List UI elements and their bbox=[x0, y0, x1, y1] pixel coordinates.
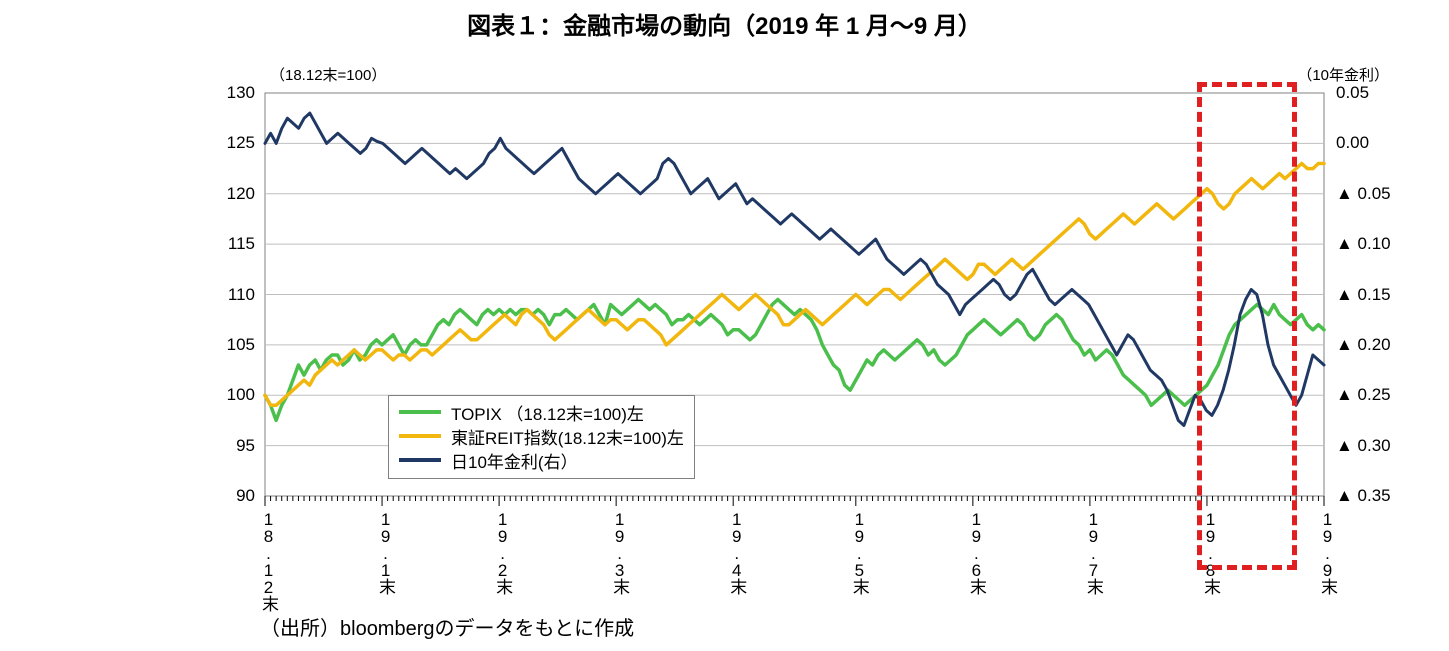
y-left-tick: 90 bbox=[210, 486, 255, 506]
x-tick: 19.2末 bbox=[490, 510, 515, 593]
x-tick: 19.6末 bbox=[964, 510, 989, 593]
x-tick: 19.3末 bbox=[607, 510, 632, 593]
y-right-tick: ▲ 0.30 bbox=[1336, 436, 1391, 456]
y-left-tick: 115 bbox=[210, 234, 255, 254]
y-left-tick: 105 bbox=[210, 335, 255, 355]
y-right-tick: ▲ 0.15 bbox=[1336, 285, 1391, 305]
legend-item: 日10年金利(右） bbox=[399, 448, 684, 472]
legend-label: 日10年金利(右） bbox=[451, 448, 578, 473]
y-right-tick: ▲ 0.10 bbox=[1336, 234, 1391, 254]
y-right-tick: ▲ 0.05 bbox=[1336, 184, 1391, 204]
legend-swatch bbox=[399, 434, 441, 438]
x-tick: 19.5末 bbox=[847, 510, 872, 593]
y-right-tick: 0.05 bbox=[1336, 83, 1369, 103]
legend-label: TOPIX （18.12末=100)左 bbox=[451, 400, 644, 425]
x-tick: 19.1末 bbox=[373, 510, 398, 593]
legend: TOPIX （18.12末=100)左東証REIT指数(18.12末=100)左… bbox=[388, 395, 695, 479]
y-right-tick: ▲ 0.35 bbox=[1336, 486, 1391, 506]
x-tick: 18.12末 bbox=[256, 510, 281, 610]
chart-figure: { "title": "図表１：金融市場の動向（2019 年 1 月～9 月）"… bbox=[0, 0, 1449, 651]
x-tick: 19.9末 bbox=[1315, 510, 1340, 593]
y-left-tick: 100 bbox=[210, 385, 255, 405]
y-left-tick: 95 bbox=[210, 436, 255, 456]
highlight-box bbox=[1197, 82, 1297, 570]
y-right-tick: ▲ 0.20 bbox=[1336, 335, 1391, 355]
y-left-tick: 110 bbox=[210, 285, 255, 305]
legend-swatch bbox=[399, 458, 441, 462]
y-right-tick: ▲ 0.25 bbox=[1336, 385, 1391, 405]
y-left-tick: 125 bbox=[210, 133, 255, 153]
legend-swatch bbox=[399, 410, 441, 414]
x-tick: 19.7末 bbox=[1081, 510, 1106, 593]
y-left-tick: 120 bbox=[210, 184, 255, 204]
y-right-tick: 0.00 bbox=[1336, 133, 1369, 153]
legend-label: 東証REIT指数(18.12末=100)左 bbox=[451, 424, 684, 449]
source-note: （出所）bloombergのデータをもとに作成 bbox=[260, 612, 634, 641]
y-left-tick: 130 bbox=[210, 83, 255, 103]
legend-item: TOPIX （18.12末=100)左 bbox=[399, 400, 684, 424]
legend-item: 東証REIT指数(18.12末=100)左 bbox=[399, 424, 684, 448]
x-tick: 19.4末 bbox=[724, 510, 749, 593]
